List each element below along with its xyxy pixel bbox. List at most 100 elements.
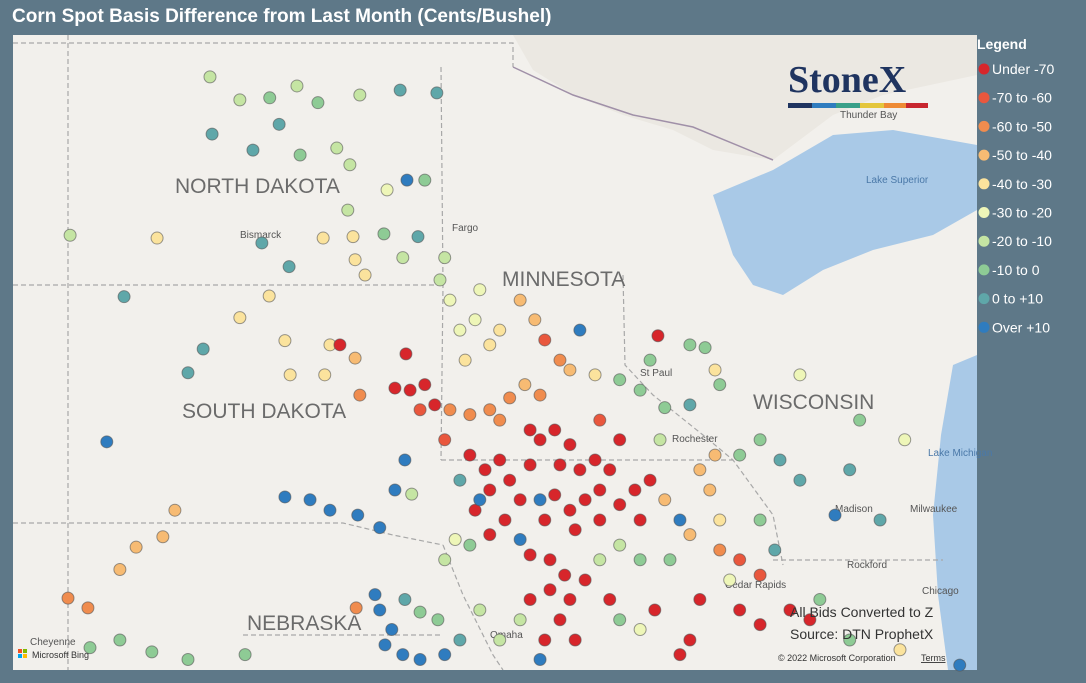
data-point [578, 573, 592, 587]
data-point [493, 633, 507, 647]
bing-icon [23, 654, 27, 658]
data-point [323, 503, 337, 517]
data-point [713, 513, 727, 527]
data-point [282, 260, 296, 274]
data-point [418, 378, 432, 392]
data-point [628, 483, 642, 497]
legend-label: 0 to +10 [992, 291, 1043, 307]
data-point [553, 613, 567, 627]
lake-michigan [933, 355, 977, 670]
data-point [633, 553, 647, 567]
data-point [290, 79, 304, 93]
data-point [613, 538, 627, 552]
data-point [733, 553, 747, 567]
border [13, 522, 444, 546]
data-point [533, 388, 547, 402]
data-point [318, 368, 332, 382]
data-point [113, 633, 127, 647]
data-point [568, 633, 582, 647]
border [442, 544, 504, 670]
legend: Under -70 -70 to -60 -60 to -50 -50 to -40 -… [978, 61, 1054, 335]
water-label: Lake Michigan [928, 448, 992, 459]
data-point [181, 653, 195, 667]
data-point [330, 141, 344, 155]
data-point [238, 648, 252, 662]
data-point [413, 653, 427, 667]
data-point [651, 329, 665, 343]
city-label: Chicago [922, 586, 959, 597]
data-point [418, 173, 432, 187]
data-point [723, 573, 737, 587]
data-point [385, 623, 399, 637]
data-point [233, 93, 247, 107]
data-point [643, 473, 657, 487]
data-point [548, 423, 562, 437]
data-point [483, 528, 497, 542]
data-point [117, 290, 131, 304]
data-point [528, 313, 542, 327]
data-point [563, 593, 577, 607]
logo-stripe [788, 103, 812, 108]
data-point [353, 88, 367, 102]
legend-label: -70 to -60 [992, 90, 1052, 106]
data-point [346, 230, 360, 244]
data-point [373, 521, 387, 535]
data-point [853, 413, 867, 427]
canada [513, 35, 977, 160]
brand: StoneX [788, 59, 928, 108]
city-label: Bismarck [240, 230, 282, 241]
map [13, 35, 977, 670]
data-point [358, 268, 372, 282]
data-point [513, 493, 527, 507]
legend-swatch [978, 321, 990, 333]
map-labels: NORTH DAKOTA MINNESOTA SOUTH DAKOTA WISC… [30, 110, 992, 648]
data-point [396, 648, 410, 662]
data-point [708, 448, 722, 462]
city-label: Thunder Bay [840, 110, 897, 121]
water-label: Lake Superior [866, 175, 929, 186]
legend-swatch [978, 92, 990, 104]
data-point [673, 513, 687, 527]
data-point [448, 533, 462, 547]
data-point [196, 342, 210, 356]
data-point [828, 508, 842, 522]
data-point [438, 553, 452, 567]
data-point [348, 351, 362, 365]
data-point [513, 293, 527, 307]
legend-label: -60 to -50 [992, 118, 1052, 134]
data-point [129, 540, 143, 554]
data-point [473, 283, 487, 297]
data-point [648, 603, 662, 617]
city-label: Rochester [672, 434, 718, 445]
data-point [145, 645, 159, 659]
city-label: Omaha [490, 630, 523, 641]
data-point [278, 490, 292, 504]
data-point [753, 568, 767, 582]
land [13, 35, 977, 670]
data-point [405, 487, 419, 501]
data-point [568, 523, 582, 537]
legend-label: -10 to 0 [992, 262, 1040, 278]
data-point [803, 613, 817, 627]
lake-superior [713, 130, 977, 295]
data-point [603, 593, 617, 607]
data-point [698, 341, 712, 355]
legend-title: Legend [977, 36, 1027, 52]
data-point [563, 438, 577, 452]
data-point [351, 508, 365, 522]
data-point [578, 493, 592, 507]
data-point [548, 488, 562, 502]
legend-label: Over +10 [992, 319, 1050, 335]
data-point [538, 333, 552, 347]
data-point [463, 408, 477, 422]
data-point [373, 603, 387, 617]
bing-icon [23, 649, 27, 653]
data-point [813, 593, 827, 607]
data-point [473, 603, 487, 617]
terms-link[interactable]: Terms [921, 653, 946, 663]
data-point [573, 323, 587, 337]
data-point [553, 353, 567, 367]
data-point [518, 378, 532, 392]
data-point [538, 513, 552, 527]
logo-stripe [884, 103, 906, 108]
